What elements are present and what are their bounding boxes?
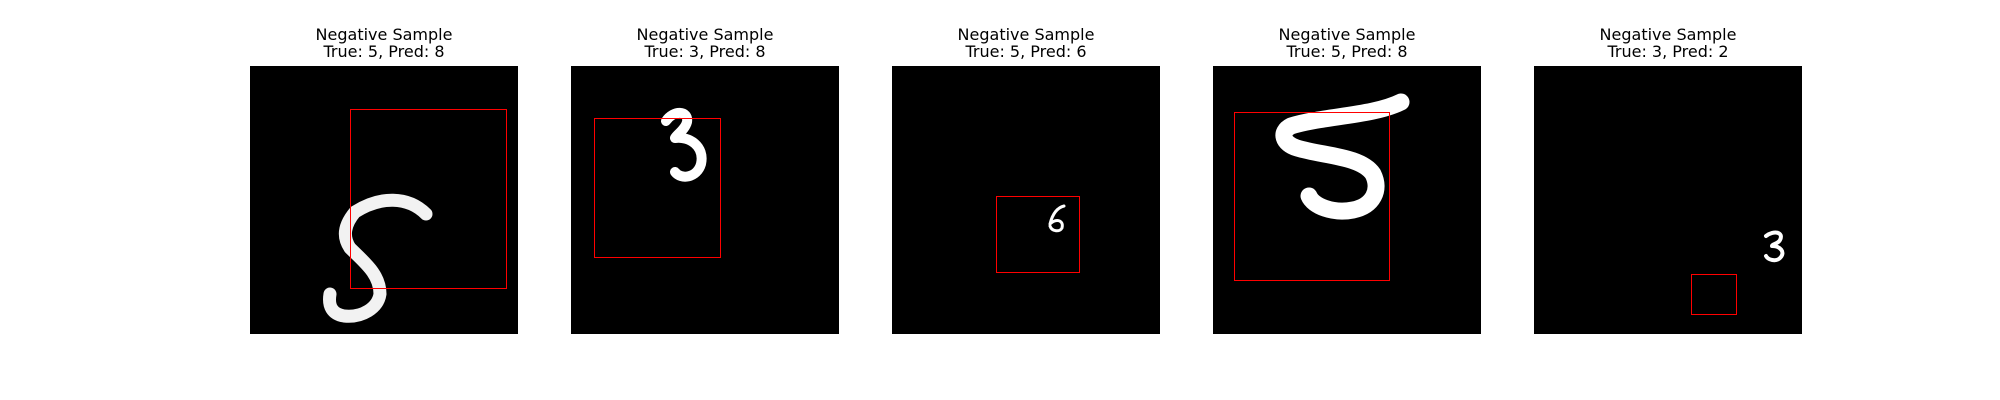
panel-labels: True: 5, Pred: 8 <box>323 42 445 61</box>
handwritten-digit-3 <box>661 107 707 182</box>
sample-panel-1: Negative Sample True: 5, Pred: 8 <box>250 26 518 334</box>
digit-image <box>250 66 518 334</box>
digit-image <box>892 66 1160 334</box>
handwritten-digit-5 <box>1048 204 1066 233</box>
panel-heading: Negative Sample <box>957 25 1095 44</box>
panel-labels: True: 5, Pred: 6 <box>965 42 1087 61</box>
prediction-box <box>1691 274 1737 315</box>
panel-heading: Negative Sample <box>315 25 453 44</box>
panel-heading: Negative Sample <box>1278 25 1416 44</box>
sample-panel-2: Negative Sample True: 3, Pred: 8 <box>571 26 839 334</box>
prediction-box <box>350 109 507 289</box>
panel-labels: True: 5, Pred: 8 <box>1286 42 1408 61</box>
prediction-box <box>1234 112 1390 281</box>
panel-title: Negative Sample True: 3, Pred: 8 <box>571 26 839 60</box>
sample-panel-3: Negative Sample True: 5, Pred: 6 <box>892 26 1160 334</box>
handwritten-digit-3 <box>1764 230 1785 263</box>
digit-image <box>1213 66 1481 334</box>
digit-image <box>1534 66 1802 334</box>
panel-title: Negative Sample True: 3, Pred: 2 <box>1534 26 1802 60</box>
panel-heading: Negative Sample <box>1599 25 1737 44</box>
panel-heading: Negative Sample <box>636 25 774 44</box>
digit-image <box>571 66 839 334</box>
panel-title: Negative Sample True: 5, Pred: 8 <box>1213 26 1481 60</box>
prediction-box <box>996 196 1080 273</box>
sample-panel-4: Negative Sample True: 5, Pred: 8 <box>1213 26 1481 334</box>
handwritten-digit-5 <box>1275 93 1410 220</box>
panel-labels: True: 3, Pred: 2 <box>1607 42 1729 61</box>
sample-panel-5: Negative Sample True: 3, Pred: 2 <box>1534 26 1802 334</box>
panel-title: Negative Sample True: 5, Pred: 8 <box>250 26 518 60</box>
panel-labels: True: 3, Pred: 8 <box>644 42 766 61</box>
prediction-box <box>594 118 721 258</box>
handwritten-digit-5 <box>323 193 433 323</box>
panel-title: Negative Sample True: 5, Pred: 6 <box>892 26 1160 60</box>
